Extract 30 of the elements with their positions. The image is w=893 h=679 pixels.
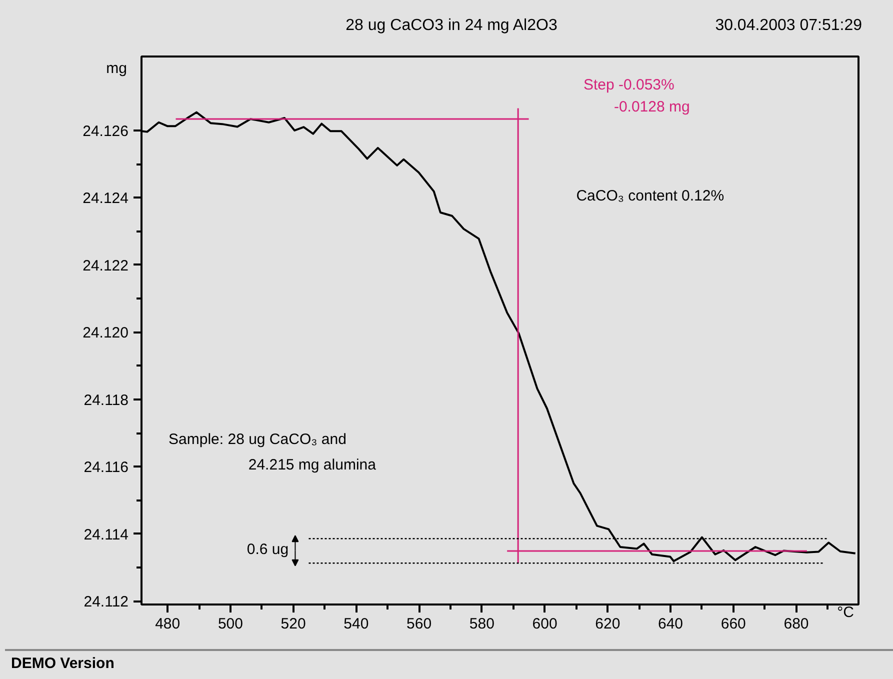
- annotation: Sample: 28 ug CaCO₃ and: [168, 431, 346, 448]
- y-tick-label: 24.114: [84, 526, 128, 544]
- x-tick-label: 660: [720, 616, 746, 632]
- text: DEMO Version: [10, 654, 114, 673]
- annotation: -0.0128 mg: [614, 98, 690, 116]
- x-tick-label: 600: [532, 616, 558, 632]
- x-tick-label: 500: [218, 616, 243, 632]
- y-tick-label: 24.112: [84, 594, 128, 611]
- x-tick-label: 620: [595, 616, 620, 632]
- annotation: Step -0.053%: [583, 76, 674, 94]
- text: 30.04.2003 07:51:29: [715, 16, 862, 36]
- chart-title: 28 ug CaCO3 in 24 mg Al2O3: [346, 17, 558, 34]
- x-tick-label: 680: [784, 616, 809, 632]
- x-tick-label: 560: [406, 616, 432, 632]
- y-axis-title: mg: [106, 60, 127, 77]
- y-tick-label: 24.126: [82, 122, 129, 140]
- annotation: 24.215 mg alumina: [248, 456, 377, 474]
- y-tick-label: 24.120: [82, 324, 129, 342]
- x-tick-label: 480: [155, 616, 180, 632]
- x-axis-title: °C: [837, 604, 854, 621]
- y-tick-label: 24.118: [84, 392, 128, 409]
- x-tick-label: 540: [344, 616, 369, 632]
- annotation: CaCO₃ content 0.12%: [576, 187, 724, 204]
- x-tick-label: 640: [658, 616, 684, 632]
- y-tick-label: 24.116: [84, 459, 128, 476]
- y-tick-label: 24.122: [82, 257, 129, 274]
- annotation: 0.6 ug: [246, 541, 289, 558]
- x-tick-label: 520: [280, 616, 306, 632]
- x-tick-label: 580: [469, 616, 494, 632]
- y-tick-label: 24.124: [82, 190, 129, 208]
